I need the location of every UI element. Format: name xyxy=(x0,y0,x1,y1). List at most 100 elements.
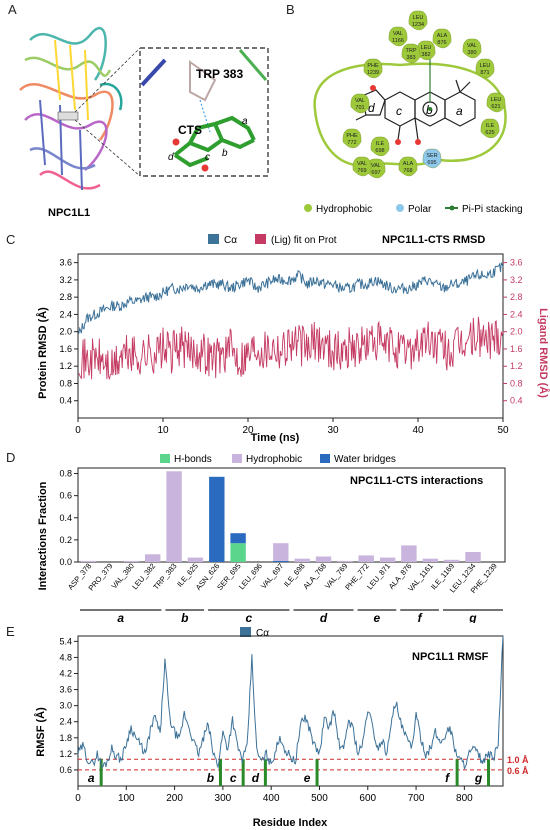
rmsf-marker-label: e xyxy=(304,771,311,785)
rmsf-ytick-label: 4.2 xyxy=(59,669,72,679)
rmsd-xtick-label: 20 xyxy=(242,425,254,436)
rmsf-legend-swatch xyxy=(240,627,251,637)
residue-number: 621 xyxy=(491,104,500,110)
residue-name: LEU xyxy=(413,15,424,21)
residue-bubbles: LEU1234ALA876VAL1166LEU382VAL380TRP383PH… xyxy=(342,10,506,179)
rmsd-plot-frame xyxy=(77,253,504,419)
rmsf-marker-label: f xyxy=(445,771,450,785)
bar-hydrophobic-leu_1234 xyxy=(465,552,481,562)
rmsf-marker-label: a xyxy=(88,771,95,785)
bar-hydrophobic-ile_625 xyxy=(187,557,204,562)
rmsd-ytick-right-label: 3.6 xyxy=(510,258,523,268)
rmsf-marker-label: d xyxy=(252,771,260,785)
residue-name: VAL xyxy=(393,31,403,37)
rmsd-ytick-label: 3.2 xyxy=(59,275,72,285)
residue-name: LEU xyxy=(421,45,432,51)
rmsf-binding-marker xyxy=(263,759,267,786)
rmsf-series-ca xyxy=(77,635,504,770)
rmsd-ytick-right-label: 2.4 xyxy=(510,309,523,319)
bar-hydrophobic-val_380 xyxy=(123,560,140,562)
interactions-group-label: b xyxy=(181,611,188,623)
residue-number: 697 xyxy=(371,170,380,176)
interactions-ylabel: Interactions Fraction xyxy=(37,481,49,590)
residue-name: VAL xyxy=(467,43,477,49)
panel-a: A xyxy=(0,0,280,225)
residue-name: ILE xyxy=(486,123,495,129)
rmsf-threshold-label: 1.0 Å xyxy=(507,755,529,765)
legend-polar-swatch xyxy=(396,204,404,212)
interactions-group-label: g xyxy=(468,611,477,623)
b-ring-label-c: c xyxy=(396,104,402,118)
residue-name: VAL xyxy=(355,98,365,104)
rmsd-ytick-label: 2.4 xyxy=(59,309,72,319)
rmsf-ylabel: RMSF (Å) xyxy=(34,707,47,757)
rmsf-legend: Cα xyxy=(240,627,269,639)
rmsd-ytick-label: 1.6 xyxy=(59,344,72,354)
cts-label: CTS xyxy=(178,123,202,137)
rmsf-chart: Cα NPC1L1 RMSF 0 100 200 300 400 500 600 700 800… xyxy=(34,627,529,829)
rmsd-ytick-label: 3.6 xyxy=(59,258,72,268)
residue-number: 698 xyxy=(375,148,384,154)
rmsd-legend-ca: Cα xyxy=(224,235,237,246)
bar-hydrophobic-trp_383 xyxy=(166,471,182,562)
rmsd-ytick-right-label: 0.8 xyxy=(510,378,523,388)
ligand-skeleton xyxy=(355,79,476,141)
residue-number: 769 xyxy=(357,168,366,174)
residue-name: LEU xyxy=(491,97,502,103)
rmsd-ytick-label: 2.0 xyxy=(59,327,72,337)
interactions-group-label: a xyxy=(117,611,124,623)
panel-c: C NPC1L1-CTS RMSD Cα (Lig) fit on Prot 0… xyxy=(0,228,550,450)
rmsf-marker-label: c xyxy=(230,771,237,785)
residue-number: 382 xyxy=(421,52,430,58)
rmsd-ytick-label: 0.8 xyxy=(59,378,72,388)
ligand-in-pocket xyxy=(57,111,79,121)
residue-name: TRP xyxy=(406,48,417,54)
rmsf-xtick-label: 700 xyxy=(408,793,425,804)
bar-hydrophobic-ala_876 xyxy=(401,545,417,562)
legend-hbond: H-bonds xyxy=(174,454,212,465)
rmsf-marker-label: b xyxy=(207,771,214,785)
rmsf-threshold-label: 0.6 Å xyxy=(507,766,529,776)
b-ring-label-a: a xyxy=(456,104,463,118)
ring-label-b: b xyxy=(222,148,228,159)
rmsd-ylabel: Protein RMSD (Å) xyxy=(36,307,49,399)
rmsf-ytick-label: 5.4 xyxy=(59,636,72,646)
residue-number: 380 xyxy=(467,50,476,56)
rmsf-ytick-label: 3.0 xyxy=(59,701,72,711)
rmsf-xtick-label: 100 xyxy=(118,793,135,804)
rmsf-binding-marker xyxy=(218,759,222,786)
interactions-ytick-label: 0.6 xyxy=(59,491,72,501)
legend-hydrophobic-bar-swatch xyxy=(232,454,242,463)
residue-name: PHE xyxy=(367,63,379,69)
rmsf-plot-frame xyxy=(77,635,504,787)
rmsd-ytick-right-label: 1.2 xyxy=(510,361,523,371)
panel-b: B d c b a LEU1234ALA876VAL1166LEU382VAL3… xyxy=(280,0,550,225)
rmsd-ytick-right-label: 2.0 xyxy=(510,327,523,337)
legend-hydrophobic-label: Hydrophobic xyxy=(316,204,372,215)
residue-number: 695 xyxy=(427,160,436,166)
trp383-label: TRP 383 xyxy=(196,67,243,81)
rmsf-xtick-label: 800 xyxy=(456,793,473,804)
ring-label-d: d xyxy=(168,152,174,163)
residue-name: ILE xyxy=(376,141,385,147)
interactions-ytick-label: 0.8 xyxy=(59,469,72,479)
rmsf-legend-ca: Cα xyxy=(256,628,269,639)
npc1l1-label: NPC1L1 xyxy=(48,207,90,219)
rmsd-title: NPC1L1-CTS RMSD xyxy=(382,234,485,246)
interaction-diagram: d c b a LEU1234ALA876VAL1166LEU382VAL380… xyxy=(304,10,523,215)
rmsf-ytick-label: 2.4 xyxy=(59,717,72,727)
rmsd-ytick-right-label: 3.2 xyxy=(510,275,523,285)
zoom-content xyxy=(140,49,268,172)
rmsf-binding-marker xyxy=(241,759,245,786)
rmsd-legend: Cα (Lig) fit on Prot xyxy=(208,234,337,246)
bar-water-bridges-ser_695 xyxy=(230,533,246,544)
interactions-category-label: VAL_697 xyxy=(259,562,285,591)
bar-hydrophobic-val_769 xyxy=(337,560,353,562)
